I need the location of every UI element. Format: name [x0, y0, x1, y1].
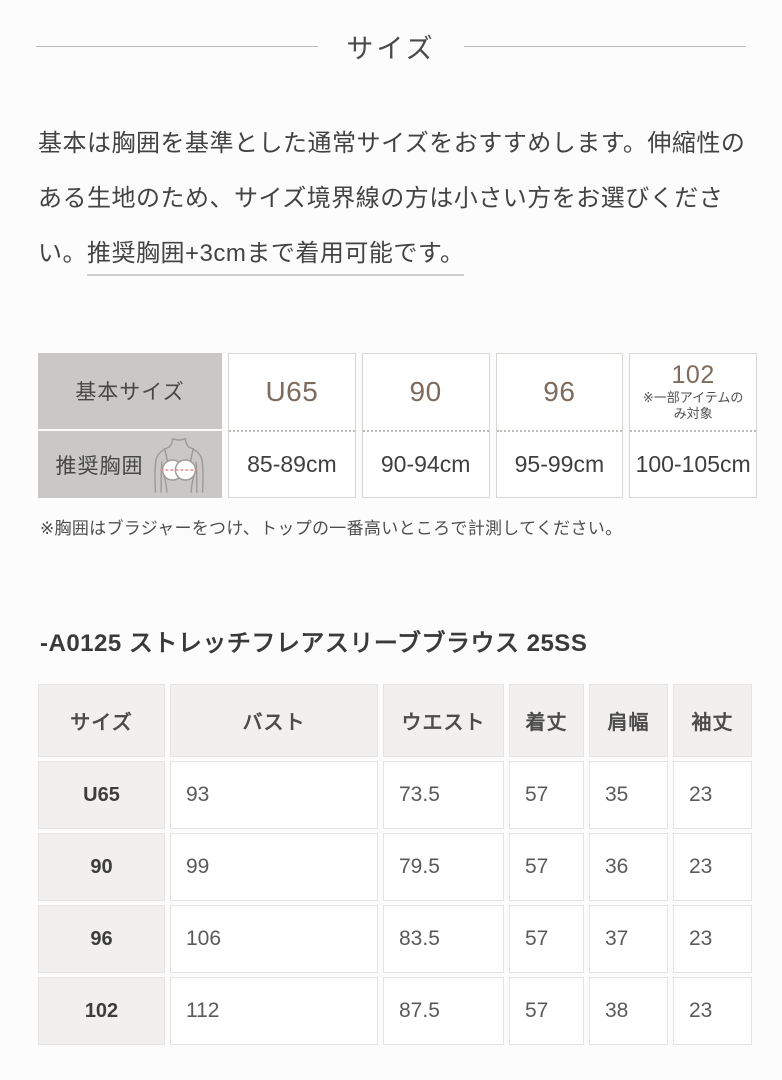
cell-u65-waist: 73.5 [383, 761, 504, 829]
column-header-bust: バスト [170, 684, 378, 757]
cell-96-length: 57 [509, 905, 584, 973]
measuring-footnote: ※胸囲はブラジャーをつけ、トップの一番高いところで計測してください。 [40, 519, 623, 538]
guide-size-102: 102 [671, 360, 715, 389]
cell-90-shoulder: 36 [589, 833, 668, 901]
guide-label-column: 基本サイズ 推奨胸囲 [38, 353, 222, 498]
row-label-102: 102 [38, 977, 165, 1045]
guide-size-u65: U65 [265, 376, 319, 407]
cell-96-bust: 106 [170, 905, 378, 973]
cell-90-bust: 99 [170, 833, 378, 901]
cell-u65-length: 57 [509, 761, 584, 829]
guide-size-102-note: ※一部アイテムのみ対象 [642, 390, 744, 422]
guide-range-102: 100-105cm [635, 451, 751, 477]
measurements-table: サイズ バスト ウエスト 着丈 肩幅 袖丈 U65 93 73.5 57 35 … [38, 684, 782, 1045]
size-description-text: 基本は胸囲を基準とした通常サイズをおすすめします。伸縮性のある生地のため、サイズ… [38, 130, 746, 267]
cell-102-bust: 112 [170, 977, 378, 1045]
row-label-u65: U65 [38, 761, 165, 829]
size-description: 基本は胸囲を基準とした通常サイズをおすすめします。伸縮性のある生地のため、サイズ… [38, 116, 748, 281]
guide-size-90: 90 [409, 376, 442, 407]
column-header-waist: ウエスト [383, 684, 504, 757]
section-title-row: サイズ [0, 28, 782, 64]
cell-96-waist: 83.5 [383, 905, 504, 973]
title-rule-left [36, 45, 319, 47]
cell-90-waist: 79.5 [383, 833, 504, 901]
column-header-sleeve: 袖丈 [673, 684, 752, 757]
cell-96-shoulder: 37 [589, 905, 668, 973]
cell-u65-sleeve: 23 [673, 761, 752, 829]
cell-102-length: 57 [509, 977, 584, 1045]
guide-range-90: 90-94cm [380, 451, 471, 477]
column-header-size: サイズ [38, 684, 165, 757]
size-guide-table: 基本サイズ 推奨胸囲 [38, 353, 757, 498]
cell-u65-bust: 93 [170, 761, 378, 829]
cell-102-waist: 87.5 [383, 977, 504, 1045]
cell-u65-shoulder: 35 [589, 761, 668, 829]
size-description-underlined-note: 推奨胸囲+3cmまで着用可能です。 [87, 240, 465, 276]
title-rule-right [463, 45, 747, 47]
size-section: サイズ 基本は胸囲を基準とした通常サイズをおすすめします。伸縮性のある生地のため… [0, 28, 782, 1045]
guide-range-u65: 85-89cm [247, 451, 337, 477]
guide-column-102: 102 ※一部アイテムのみ対象 100-105cm [629, 353, 757, 498]
cell-96-sleeve: 23 [673, 905, 752, 973]
guide-basic-size-label: 基本サイズ [38, 353, 222, 431]
cell-102-sleeve: 23 [673, 977, 752, 1045]
guide-column-90: 90 90-94cm [361, 353, 490, 498]
bust-measure-icon [153, 437, 204, 493]
section-title: サイズ [346, 33, 436, 64]
guide-column-96: 96 95-99cm [495, 353, 624, 498]
row-label-96: 96 [38, 905, 165, 973]
guide-range-96: 95-99cm [514, 451, 605, 477]
row-label-90: 90 [38, 833, 165, 901]
column-header-length: 着丈 [509, 684, 584, 757]
guide-column-u65: U65 85-89cm [228, 353, 356, 498]
cell-90-length: 57 [509, 833, 584, 901]
product-title: -A0125 ストレッチフレアスリーブブラウス 25SS [40, 630, 588, 657]
cell-90-sleeve: 23 [673, 833, 752, 901]
guide-chest-label-cell: 推奨胸囲 [38, 431, 222, 498]
guide-chest-label: 推奨胸囲 [55, 454, 144, 478]
column-header-shoulder: 肩幅 [589, 684, 668, 757]
guide-size-96: 96 [543, 376, 576, 407]
cell-102-shoulder: 38 [589, 977, 668, 1045]
